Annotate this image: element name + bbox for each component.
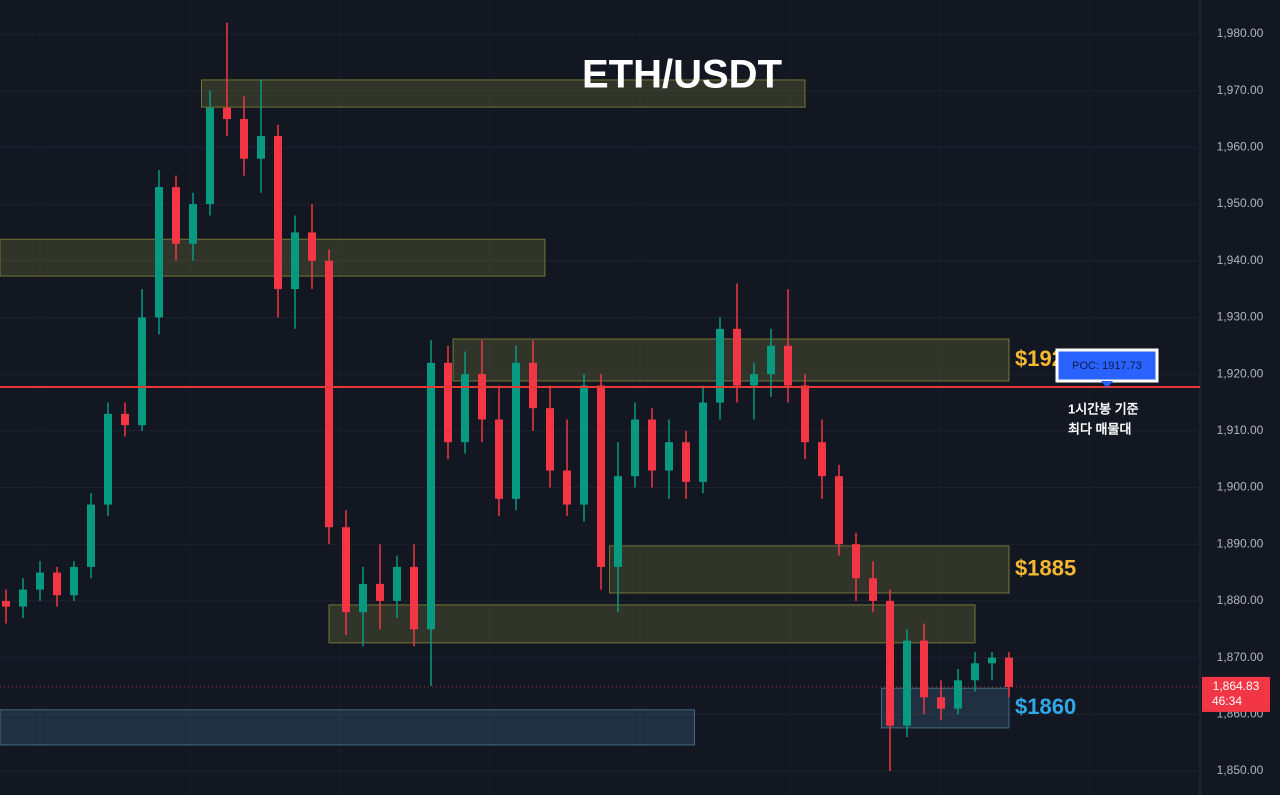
candle-body — [750, 374, 758, 386]
candle-body — [937, 697, 945, 709]
candle-body — [580, 385, 588, 505]
candle-body — [257, 136, 265, 159]
poc-note: 1시간봉 기준 — [1068, 401, 1139, 416]
candle-body — [988, 657, 996, 664]
chart-title: ETH/USDT — [582, 53, 782, 97]
y-tick-label: 1,960.00 — [1217, 140, 1264, 154]
y-tick-label: 1,890.00 — [1217, 536, 1264, 550]
candle-body — [291, 232, 299, 290]
y-tick-label: 1,920.00 — [1217, 366, 1264, 380]
candle-body — [818, 442, 826, 477]
candle-body — [767, 345, 775, 375]
price-tag-countdown: 46:34 — [1212, 694, 1242, 708]
candle-body — [903, 640, 911, 726]
candle-body — [665, 442, 673, 471]
y-tick-label: 1,970.00 — [1217, 83, 1264, 97]
candle-body — [444, 362, 452, 443]
zone — [881, 687, 1010, 729]
y-tick-label: 1,900.00 — [1217, 480, 1264, 494]
candle-body — [308, 232, 316, 261]
candle-body — [342, 527, 350, 613]
candle-body — [172, 187, 180, 244]
candle-body — [393, 566, 401, 601]
zone — [0, 238, 546, 277]
y-tick-label: 1,950.00 — [1217, 196, 1264, 210]
candle-body — [121, 413, 129, 426]
candle-body — [70, 566, 78, 596]
candle-body — [206, 107, 214, 205]
y-tick-label: 1,940.00 — [1217, 253, 1264, 267]
candle-body — [597, 385, 605, 567]
candle-body — [733, 328, 741, 386]
candle-body — [682, 442, 690, 482]
poc-label: POC: 1917.73 — [1072, 360, 1142, 372]
y-tick-label: 1,930.00 — [1217, 310, 1264, 324]
candle-body — [1005, 657, 1013, 687]
candle-body — [36, 572, 44, 590]
candle-body — [274, 136, 282, 290]
candle-body — [784, 345, 792, 386]
candle-body — [614, 476, 622, 567]
zone-label: $1885 — [1015, 555, 1076, 580]
candle-body — [223, 107, 231, 120]
candle-body — [495, 419, 503, 499]
candle-body — [631, 419, 639, 477]
candle-body — [155, 187, 163, 318]
candle-body — [546, 408, 554, 471]
candle-body — [886, 600, 894, 726]
y-tick-label: 1,880.00 — [1217, 593, 1264, 607]
candle-body — [189, 204, 197, 244]
candle-body — [2, 600, 10, 607]
price-tag — [1202, 676, 1270, 712]
candle-body — [801, 385, 809, 443]
candle-body — [87, 504, 95, 567]
candle-body — [699, 402, 707, 482]
zone — [0, 709, 695, 746]
zone — [452, 338, 1010, 382]
candle-body — [971, 663, 979, 681]
poc-pointer — [1101, 381, 1113, 388]
candle-body — [240, 119, 248, 159]
candle-body — [53, 572, 61, 596]
price-tag-label: 1,864.83 — [1213, 679, 1260, 693]
candle-body — [410, 566, 418, 630]
candle-body — [920, 640, 928, 698]
y-tick-label: 1,870.00 — [1217, 650, 1264, 664]
y-tick-label: 1,980.00 — [1217, 26, 1264, 40]
candle-body — [376, 583, 384, 601]
candle-body — [325, 260, 333, 528]
candle-body — [716, 328, 724, 403]
candle-body — [835, 476, 843, 545]
candle-body — [427, 362, 435, 630]
candle-body — [648, 419, 656, 471]
candle-body — [954, 680, 962, 709]
candle-body — [852, 544, 860, 579]
zone — [201, 79, 806, 108]
candle-body — [19, 589, 27, 607]
candle-body — [138, 317, 146, 426]
candle-body — [512, 362, 520, 499]
zone-label: $1860 — [1015, 694, 1076, 719]
zone — [328, 604, 976, 644]
candle-body — [104, 413, 112, 505]
zone — [609, 545, 1010, 594]
candle-body — [529, 362, 537, 409]
candle-body — [563, 470, 571, 505]
y-tick-label: 1,910.00 — [1217, 423, 1264, 437]
candle-body — [359, 583, 367, 613]
y-tick-label: 1,850.00 — [1217, 763, 1264, 777]
candle-body — [869, 578, 877, 601]
candle-body — [461, 374, 469, 443]
candle-body — [478, 374, 486, 420]
poc-note: 최다 매물대 — [1068, 421, 1131, 436]
